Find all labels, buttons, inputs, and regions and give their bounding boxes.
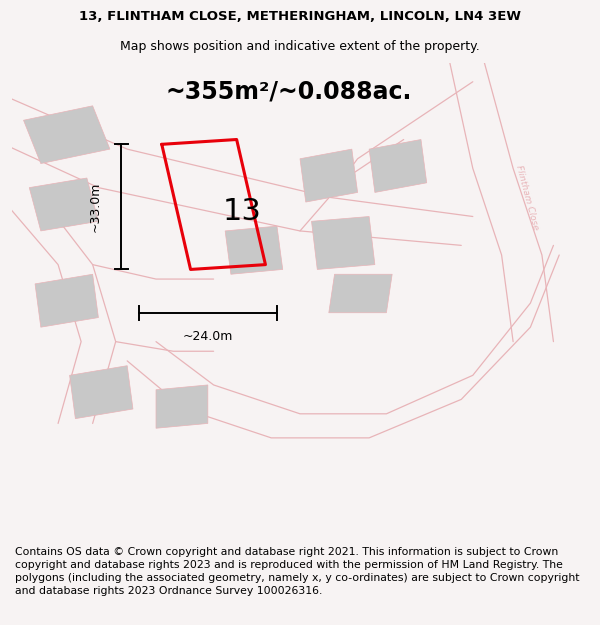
Text: Flintham Close: Flintham Close bbox=[515, 164, 541, 231]
Text: ~24.0m: ~24.0m bbox=[182, 330, 233, 343]
Polygon shape bbox=[300, 149, 358, 202]
Text: 13, FLINTHAM CLOSE, METHERINGHAM, LINCOLN, LN4 3EW: 13, FLINTHAM CLOSE, METHERINGHAM, LINCOL… bbox=[79, 10, 521, 23]
Polygon shape bbox=[29, 178, 98, 231]
Text: Map shows position and indicative extent of the property.: Map shows position and indicative extent… bbox=[120, 40, 480, 52]
Polygon shape bbox=[156, 385, 208, 428]
Text: ~33.0m: ~33.0m bbox=[89, 182, 102, 232]
Text: ~355m²/~0.088ac.: ~355m²/~0.088ac. bbox=[165, 79, 412, 103]
Polygon shape bbox=[35, 274, 98, 328]
Polygon shape bbox=[369, 139, 427, 192]
Polygon shape bbox=[225, 226, 283, 274]
Polygon shape bbox=[311, 216, 375, 269]
Text: Contains OS data © Crown copyright and database right 2021. This information is : Contains OS data © Crown copyright and d… bbox=[15, 547, 580, 596]
Text: 13: 13 bbox=[223, 198, 262, 226]
Polygon shape bbox=[329, 274, 392, 312]
Polygon shape bbox=[23, 106, 110, 164]
Polygon shape bbox=[70, 366, 133, 419]
